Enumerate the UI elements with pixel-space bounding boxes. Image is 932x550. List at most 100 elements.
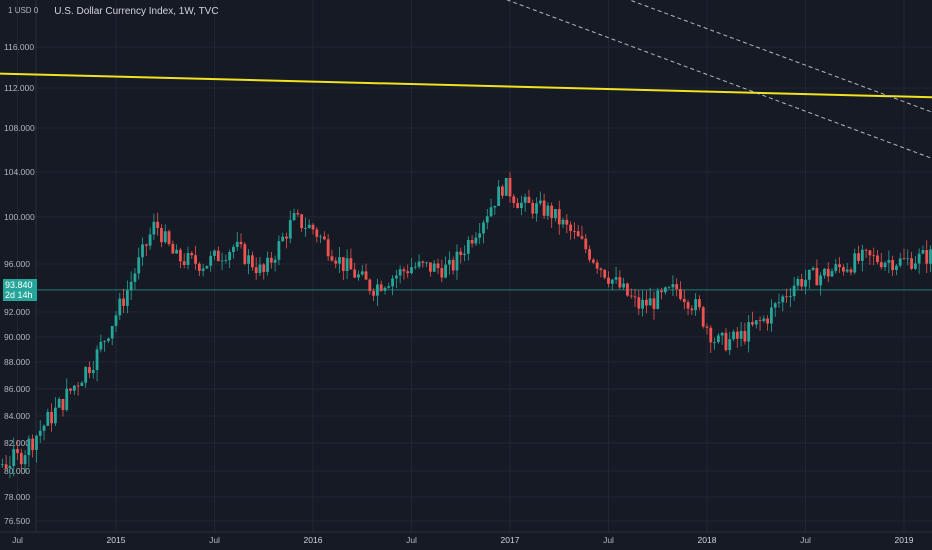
candle-body (307, 224, 311, 229)
candle-body (898, 258, 902, 266)
candle-body (519, 202, 523, 209)
candle-body (368, 279, 372, 292)
candle (739, 322, 743, 347)
candle-body (823, 268, 826, 276)
candle-body (686, 302, 690, 309)
candle-body (485, 216, 489, 223)
candle-body (633, 296, 637, 298)
candle-body (296, 213, 300, 215)
candle (338, 247, 341, 274)
candle-body (766, 318, 770, 324)
candle (417, 254, 421, 269)
candle-body (167, 231, 171, 244)
candle (266, 251, 269, 276)
candle-body (447, 259, 451, 265)
candle (819, 272, 823, 296)
candle-body (129, 281, 133, 291)
candle (690, 305, 694, 315)
candle-body (277, 241, 281, 260)
candle (618, 270, 622, 290)
candle (743, 322, 747, 345)
candle (542, 193, 546, 219)
candle (80, 380, 84, 387)
candle (527, 189, 531, 204)
candle-body (872, 255, 876, 257)
candle-body (724, 332, 728, 351)
candle-body (728, 339, 732, 351)
candle-body (754, 320, 758, 325)
candle (626, 282, 629, 297)
candle (599, 267, 603, 278)
candle-body (364, 271, 368, 280)
candle (671, 275, 675, 296)
candle-body (95, 349, 99, 371)
candle (201, 264, 205, 277)
candle (322, 231, 326, 241)
candle (292, 208, 296, 222)
candle-body (538, 200, 542, 204)
candle (394, 269, 398, 289)
x-tick-label: Jul (209, 535, 220, 545)
candle (311, 223, 315, 235)
candle (345, 249, 349, 280)
candle-body (698, 299, 701, 308)
candle-body (72, 385, 76, 391)
candle (637, 290, 641, 315)
candle-body (910, 258, 913, 269)
y-tick-label: 88.000 (4, 357, 30, 367)
candle (807, 269, 811, 289)
candle-body (201, 268, 205, 271)
candle-body (16, 449, 19, 453)
candle-body (675, 284, 679, 290)
candle-body (258, 264, 262, 274)
candle-body (4, 464, 8, 468)
candle-body (887, 260, 891, 263)
candle (610, 278, 614, 291)
candle-body (542, 200, 546, 216)
y-tick-label: 104.000 (4, 167, 35, 177)
candle-body (8, 465, 12, 468)
candle (800, 273, 804, 291)
candle-body (357, 274, 360, 278)
candle (694, 293, 698, 316)
candle (538, 191, 542, 206)
candle-body (451, 259, 455, 271)
candle (853, 248, 857, 275)
candle (929, 245, 932, 273)
candle (341, 257, 345, 281)
candle (110, 325, 114, 346)
candle-body (175, 249, 179, 254)
candle-body (762, 318, 766, 322)
candle (713, 337, 716, 350)
candle (588, 245, 591, 263)
candle-body (913, 263, 917, 269)
candle (902, 248, 906, 260)
candle-body (322, 236, 326, 240)
candle (633, 288, 637, 307)
y-tick-label: 108.000 (4, 123, 35, 133)
candle (118, 292, 122, 321)
candle-body (895, 265, 898, 271)
candle (224, 254, 228, 264)
candle-body (644, 299, 648, 306)
candle-body (0, 464, 4, 466)
candle-body (228, 252, 232, 261)
candle (243, 242, 247, 266)
candle-body (497, 186, 501, 206)
candle-body (773, 303, 777, 308)
candle-body (815, 267, 819, 286)
y-tick-label: 96.000 (4, 259, 30, 269)
candle-body (781, 296, 785, 303)
candle (478, 223, 482, 245)
candle-body (527, 196, 531, 203)
candle-body (857, 253, 860, 261)
candle-body (300, 214, 304, 229)
candle-body (660, 290, 663, 293)
candle-body (179, 249, 182, 262)
candle (137, 247, 141, 280)
candle (747, 315, 751, 353)
candle (463, 245, 466, 262)
candle (550, 202, 554, 228)
